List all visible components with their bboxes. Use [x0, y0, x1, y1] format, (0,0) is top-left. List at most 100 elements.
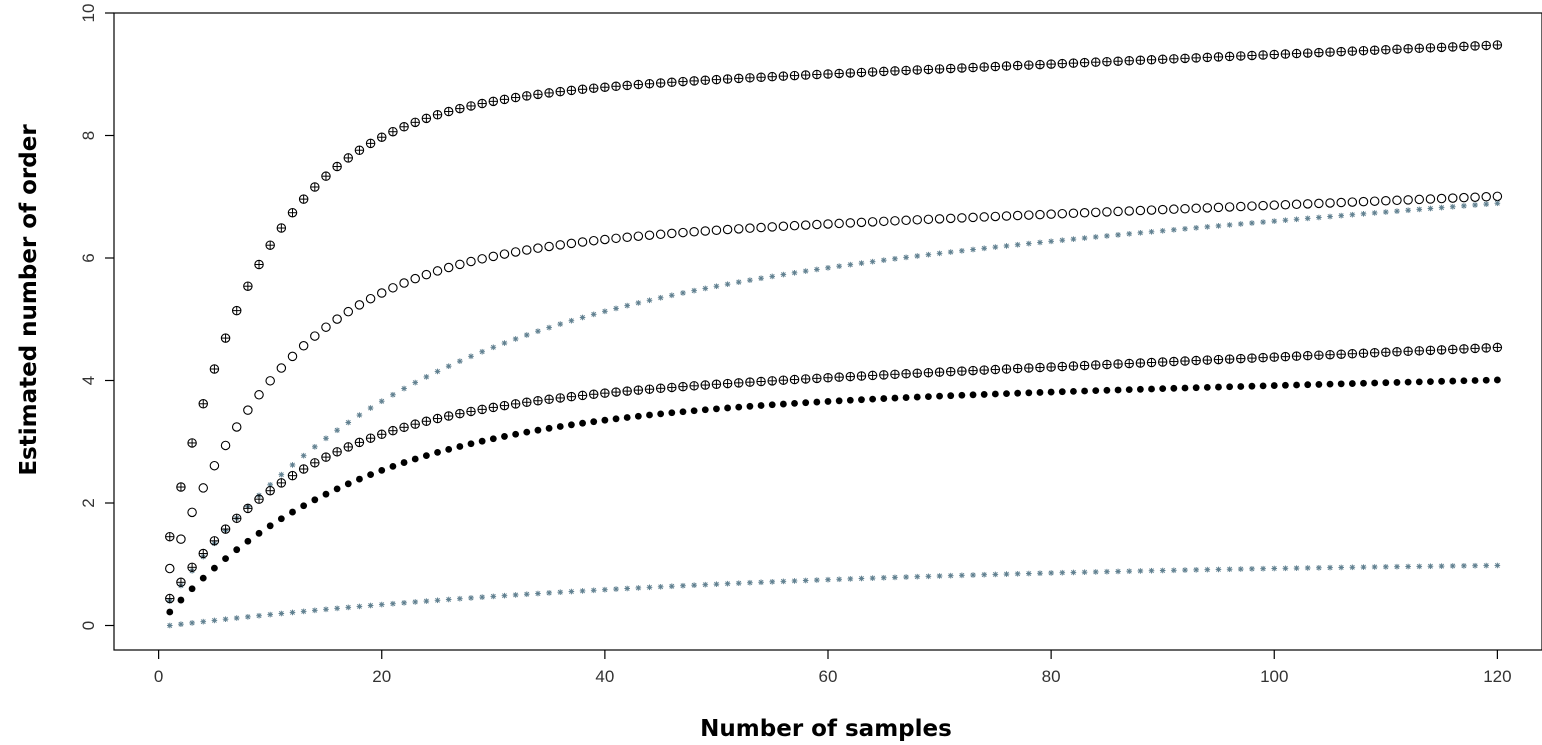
data-point [443, 411, 454, 421]
data-point [767, 376, 777, 386]
data-point [231, 422, 242, 432]
data-point [657, 294, 664, 301]
data-point [555, 393, 565, 403]
data-point [220, 440, 231, 451]
data-point [467, 440, 475, 448]
data-point [1237, 383, 1245, 390]
data-point [1103, 386, 1111, 394]
data-point [901, 369, 911, 379]
data-point [533, 395, 543, 406]
data-point [300, 452, 307, 459]
data-point [276, 363, 287, 373]
data-point [1014, 241, 1021, 248]
data-point [1427, 378, 1434, 385]
data-point [1258, 50, 1268, 60]
data-point [845, 371, 856, 382]
data-point [222, 555, 229, 563]
data-point [1146, 55, 1157, 65]
data-point [845, 68, 856, 78]
data-point [1404, 378, 1412, 386]
data-point [644, 230, 655, 240]
data-point [1114, 386, 1122, 394]
data-point [667, 77, 677, 88]
data-point [477, 254, 487, 264]
data-point [510, 92, 521, 103]
data-point [622, 80, 632, 91]
data-point [390, 391, 396, 398]
data-point [814, 577, 820, 583]
data-point [745, 223, 755, 233]
data-point [1315, 381, 1323, 388]
data-point [600, 234, 610, 245]
data-point [970, 572, 976, 578]
data-point [546, 324, 552, 331]
data-point [667, 228, 677, 239]
data-point [1304, 565, 1311, 571]
data-point [298, 464, 309, 474]
data-point [1269, 352, 1280, 362]
data-point [1047, 388, 1055, 396]
data-point [445, 363, 452, 369]
data-point [365, 433, 376, 443]
data-point [936, 573, 943, 579]
data-point [1215, 223, 1222, 229]
data-point [468, 595, 474, 601]
data-point [601, 416, 609, 424]
data-point [912, 65, 922, 75]
data-point [1046, 59, 1056, 69]
data-point [1280, 49, 1291, 59]
data-point [1248, 382, 1256, 390]
data-point [1048, 238, 1054, 245]
data-point [680, 290, 686, 296]
data-point [400, 459, 408, 466]
data-point [968, 212, 978, 223]
data-point [1046, 362, 1056, 372]
data-point [602, 308, 608, 315]
data-point [490, 593, 497, 600]
data-point [1461, 203, 1467, 209]
data-point [198, 399, 209, 409]
data-point [1003, 243, 1010, 249]
data-point [466, 406, 476, 417]
data-point [1215, 383, 1222, 391]
data-point [880, 257, 887, 263]
data-point [421, 416, 432, 427]
data-point [209, 536, 220, 546]
data-point [256, 612, 262, 619]
data-point [1392, 195, 1402, 206]
data-point [410, 273, 420, 284]
data-point [1126, 568, 1133, 574]
data-point [568, 421, 575, 429]
data-point [947, 249, 954, 255]
data-point [635, 585, 642, 591]
data-point [769, 579, 776, 585]
data-point [588, 389, 599, 400]
data-point [635, 300, 642, 306]
data-point [655, 78, 666, 88]
x-tick-label: 80 [1042, 667, 1061, 686]
data-point [378, 466, 386, 474]
data-point [700, 380, 711, 390]
data-point [823, 219, 833, 229]
data-point [1492, 342, 1503, 353]
data-point [276, 478, 287, 488]
data-point [934, 367, 945, 377]
data-point [789, 220, 800, 231]
data-point [1124, 55, 1134, 66]
data-point [611, 81, 621, 92]
data-point [1224, 202, 1235, 212]
data-point [756, 72, 766, 82]
data-point [925, 573, 932, 580]
data-point [1259, 382, 1267, 390]
data-point [323, 606, 329, 613]
data-point [780, 271, 787, 278]
data-point [579, 314, 586, 321]
data-point [1226, 566, 1233, 573]
data-point [1037, 570, 1043, 577]
data-point [644, 79, 655, 89]
data-point [1403, 195, 1413, 205]
data-point [432, 413, 443, 424]
data-point [1058, 388, 1066, 396]
data-point [912, 368, 922, 378]
data-point [1381, 44, 1391, 55]
